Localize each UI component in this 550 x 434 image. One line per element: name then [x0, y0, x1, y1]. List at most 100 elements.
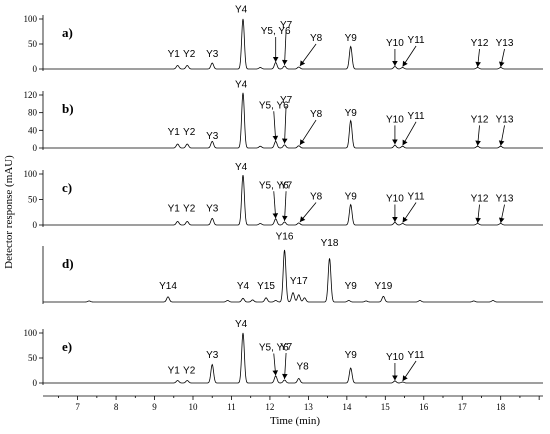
- panel-letter: a): [62, 25, 73, 40]
- x-tick-label: 8: [114, 402, 119, 412]
- y-axis-title: Detector response (mAU): [3, 155, 15, 269]
- x-axis-title: Time (min): [270, 415, 320, 427]
- peak-arrow-head: [392, 375, 398, 381]
- peak-label: Y15: [257, 281, 275, 292]
- peak-label: Y10: [386, 38, 404, 49]
- x-tick-label: 10: [189, 402, 199, 412]
- peak-arrow-head: [392, 61, 398, 66]
- y-tick-label: 50: [28, 39, 38, 49]
- peak-label: Y11: [408, 35, 425, 46]
- x-axis: 7 8 9 10 11 12 13 14 15 16 17 18: [43, 395, 543, 412]
- peak-label: Y17: [290, 276, 308, 287]
- y-tick-label: 50: [28, 195, 38, 205]
- peak-arrow-head: [402, 216, 408, 223]
- panel-letter: b): [62, 101, 74, 116]
- peak-label: Y8: [310, 109, 323, 120]
- y-tick-label: 0: [33, 64, 38, 74]
- peak-label: Y4: [235, 5, 248, 16]
- y-tick-label: 100: [24, 169, 38, 179]
- y-tick-label: 100: [24, 328, 38, 338]
- panel-4: d) Y14 Y4 Y15 Y16 Y17 Y18 Y9 Y19: [42, 232, 543, 304]
- peak-label: Y8: [310, 33, 323, 44]
- trace-line: [43, 332, 543, 384]
- peak-label: Y1: [168, 204, 181, 215]
- peak-label: Y12: [471, 194, 489, 205]
- peak-label: Y4: [235, 319, 248, 330]
- peak-label: Y5, Y6: [259, 100, 289, 111]
- peak-label: Y13: [496, 114, 514, 125]
- peak-label: Y9: [345, 281, 358, 292]
- peak-label: Y4: [237, 281, 250, 292]
- peak-label: Y9: [345, 192, 358, 203]
- peak-label: Y12: [471, 38, 489, 49]
- peak-arrow-head: [282, 373, 288, 379]
- peak-arrow-head: [475, 217, 481, 223]
- peak-arrow-head: [498, 140, 505, 146]
- peak-label: Y11: [408, 111, 425, 122]
- peak-arrow: [284, 30, 287, 66]
- peak-arrow-head: [392, 216, 398, 222]
- peak-label: Y11: [408, 350, 425, 361]
- peak-label: Y7: [280, 20, 293, 31]
- peak-label: Y3: [206, 49, 219, 60]
- peak-label: Y3: [206, 350, 219, 361]
- x-tick-label: 9: [152, 402, 157, 412]
- peak-label: Y5, Y6: [261, 26, 291, 37]
- y-tick-label: 40: [28, 125, 38, 135]
- peak-arrow-head: [299, 60, 306, 66]
- y-tick-label: 50: [28, 353, 38, 363]
- peak-arrow-head: [392, 139, 398, 145]
- x-tick-label: 11: [227, 402, 236, 412]
- trace-line: [43, 18, 543, 70]
- trace-line: [43, 174, 543, 226]
- peak-label: Y7: [280, 180, 293, 191]
- peak-label: Y3: [206, 131, 219, 142]
- panel-letter: d): [62, 256, 74, 271]
- x-tick-label: 16: [419, 402, 429, 412]
- peak-arrow: [284, 105, 287, 144]
- peak-label: Y10: [386, 194, 404, 205]
- peak-arrow-head: [402, 139, 408, 146]
- peak-arrow-head: [475, 61, 481, 67]
- peak-label: Y9: [345, 350, 358, 361]
- x-tick-label: 17: [458, 402, 468, 412]
- x-tick-label: 13: [304, 402, 314, 412]
- peak-label: Y13: [496, 38, 514, 49]
- peak-label: Y10: [386, 114, 404, 125]
- y-tick-label: 80: [28, 108, 38, 118]
- peak-label: Y9: [345, 33, 358, 44]
- peak-label: Y4: [235, 162, 248, 173]
- peak-label: Y19: [374, 281, 392, 292]
- peak-arrow-head: [272, 135, 279, 141]
- peak-label: Y2: [183, 366, 196, 377]
- peak-label: Y13: [496, 194, 514, 205]
- peak-arrow-head: [475, 140, 481, 146]
- peak-label: Y7: [280, 95, 293, 106]
- x-tick-label: 18: [496, 402, 506, 412]
- peak-label: Y5, Y6: [259, 343, 289, 354]
- peak-arrow-head: [272, 213, 279, 219]
- peak-label: Y2: [183, 127, 196, 138]
- peak-label: Y1: [168, 49, 181, 60]
- peak-label: Y2: [183, 49, 196, 60]
- y-tick-label: 0: [33, 220, 38, 230]
- peak-label: Y5, Y6: [259, 180, 289, 191]
- peak-label: Y2: [183, 204, 196, 215]
- peak-arrow-head: [498, 217, 505, 223]
- peak-arrow-head: [281, 59, 288, 65]
- peak-label: Y8: [310, 192, 323, 203]
- peak-arrow-head: [281, 138, 288, 144]
- peak-label: Y1: [168, 127, 181, 138]
- peak-label: Y14: [159, 281, 177, 292]
- peak-arrow-head: [299, 216, 306, 222]
- y-tick-label: 100: [24, 14, 38, 24]
- trace-line: [43, 249, 543, 303]
- peak-label: Y7: [280, 342, 293, 353]
- x-tick-label: 7: [75, 402, 80, 412]
